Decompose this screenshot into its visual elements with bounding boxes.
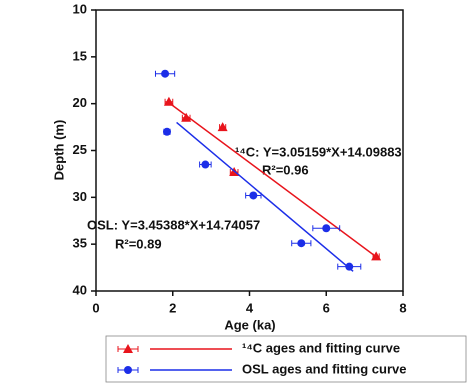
legend-label: ¹⁴C ages and fitting curve	[242, 340, 400, 355]
x-axis-title: Age (ka)	[224, 317, 275, 332]
legend-label: OSL ages and fitting curve	[242, 361, 406, 376]
legend-marker	[124, 366, 132, 374]
data-point	[345, 262, 354, 271]
y-tick-label: 20	[73, 95, 87, 110]
annotation: R²=0.96	[262, 162, 309, 177]
y-tick-label: 15	[73, 48, 87, 63]
annotation: OSL: Y=3.45388*X+14.74057	[87, 217, 260, 232]
annotation: R²=0.89	[115, 236, 162, 251]
fit-line	[168, 102, 379, 259]
y-tick-label: 25	[73, 142, 87, 157]
data-point	[161, 69, 170, 78]
x-tick-label: 4	[246, 300, 254, 315]
data-point	[371, 251, 382, 261]
data-point	[297, 239, 306, 248]
fit-line	[176, 121, 354, 272]
data-point	[201, 160, 210, 169]
data-point	[163, 96, 174, 106]
legend-marker	[123, 344, 133, 353]
data-point	[322, 224, 331, 233]
data-point	[249, 191, 258, 200]
data-point	[181, 112, 192, 122]
data-point	[162, 127, 171, 136]
y-tick-label: 10	[73, 1, 87, 16]
y-axis-title: Depth (m)	[51, 120, 66, 181]
data-point	[217, 122, 228, 132]
y-tick-label: 35	[73, 236, 87, 251]
y-tick-label: 40	[73, 282, 87, 297]
x-tick-label: 6	[323, 300, 330, 315]
x-tick-label: 2	[169, 300, 176, 315]
annotation: ¹⁴C: Y=3.05159*X+14.09883	[235, 144, 402, 159]
legend-frame	[105, 335, 467, 383]
y-tick-label: 30	[73, 189, 87, 204]
x-tick-label: 0	[92, 300, 99, 315]
x-tick-label: 8	[399, 300, 406, 315]
